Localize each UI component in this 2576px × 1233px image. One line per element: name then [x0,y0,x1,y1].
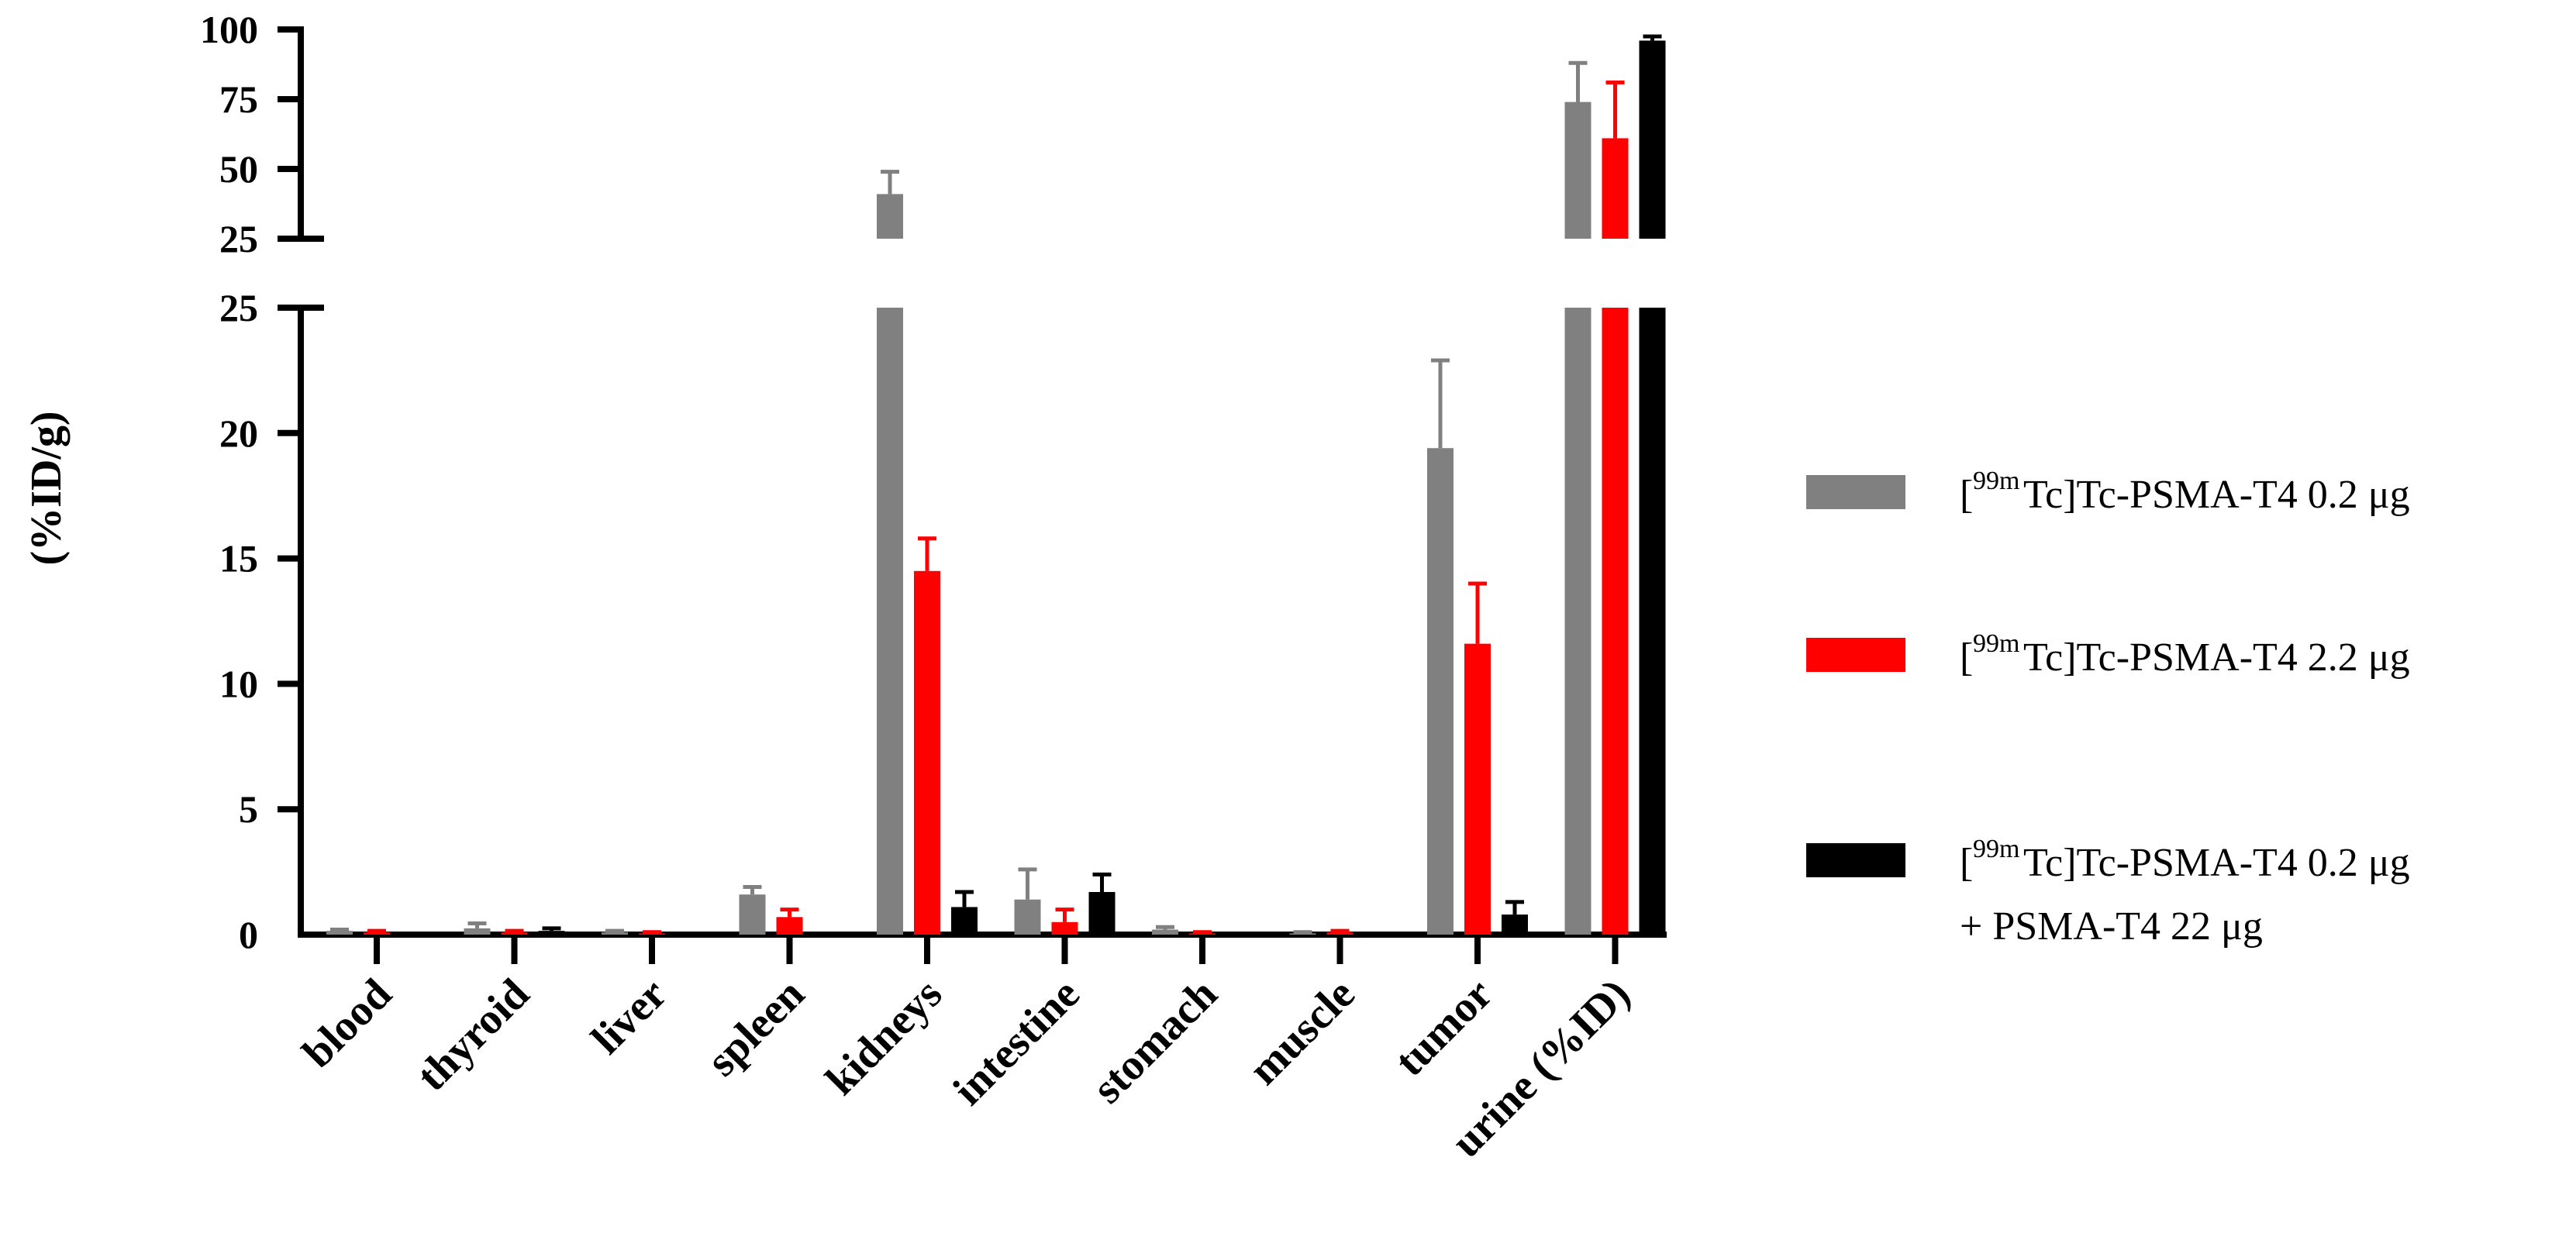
bar-s1 [1464,643,1491,935]
legend-prefix-s0: [ [1960,473,1973,517]
legend-label-s0: Tc]Tc-PSMA-T4 0.2 μg [2023,473,2410,517]
legend-prefix-s1: [ [1960,635,1973,680]
x-tick-label: thyroid [408,970,539,1100]
bar-s2 [1639,308,1666,935]
y-tick-label-lower: 5 [239,787,258,831]
x-tick-label: blood [294,970,401,1076]
y-tick-label-lower: 10 [219,662,258,705]
x-tick-label: liver [582,970,676,1063]
y-tick-label-lower: 25 [219,286,258,329]
legend-swatch-s2 [1806,843,1905,877]
bar-s2 [1364,933,1391,935]
y-tick-label-upper: 100 [200,8,258,51]
legend-label-s1: Tc]Tc-PSMA-T4 2.2 μg [2023,635,2410,680]
y-tick-label-lower: 15 [219,537,258,580]
x-tick-label: muscle [1240,970,1364,1094]
bar-s0 [877,308,903,935]
bar-s2-upper [1639,40,1666,239]
x-tick-label: kidneys [816,970,951,1104]
bar-s1 [914,570,940,935]
bar-s2 [1502,914,1528,935]
legend-superscript-s2: 99m [1973,835,2019,863]
y-tick-label-lower: 20 [219,412,258,455]
bar-s1 [1602,308,1629,935]
bar-s1 [364,932,390,935]
bar-s2 [401,933,427,935]
bar-s0 [1564,308,1591,935]
bar-s1 [1051,921,1078,935]
x-tick-label: tumor [1386,970,1502,1085]
legend-superscript-s1: 99m [1973,629,2019,658]
legend-label-line2-s2: + PSMA-T4 22 μg [1960,904,2263,949]
y-tick-label-upper: 25 [219,217,258,260]
bar-s0 [1427,448,1454,935]
y-tick-label-upper: 50 [219,147,258,191]
bar-s1 [501,932,528,935]
bar-s0 [1014,899,1041,935]
legend-swatch-s1 [1806,638,1905,672]
legend-swatch-s0 [1806,475,1905,509]
y-tick-label-upper: 75 [219,77,258,121]
x-tick-label: intestine [944,970,1089,1114]
bar-s0-upper [877,194,903,239]
legend-superscript-s0: 99m [1973,467,2019,495]
x-tick-label: stomach [1084,970,1227,1113]
bar-s2 [951,907,978,935]
bar-s0 [1152,929,1178,935]
legend-prefix-s2: [ [1960,841,1973,885]
bar-s1 [776,917,803,935]
bar-s2 [813,933,840,935]
bar-s0 [464,928,491,935]
x-tick-label: spleen [698,970,813,1085]
bar-s0 [602,932,628,935]
legend-label-s2: Tc]Tc-PSMA-T4 0.2 μg [2023,841,2410,885]
bar-s1 [1326,932,1354,935]
bar-s0 [739,894,766,935]
bar-s2 [1226,932,1253,935]
y-tick-label-lower: 0 [239,913,258,956]
bar-s1-upper [1602,138,1629,239]
bar-s0 [326,931,353,935]
bar-s0-upper [1564,102,1591,239]
bar-s2 [676,933,702,935]
bar-s2 [538,931,565,935]
bar-s2 [1088,891,1116,935]
y-axis-label: (%ID/g) [22,411,71,565]
